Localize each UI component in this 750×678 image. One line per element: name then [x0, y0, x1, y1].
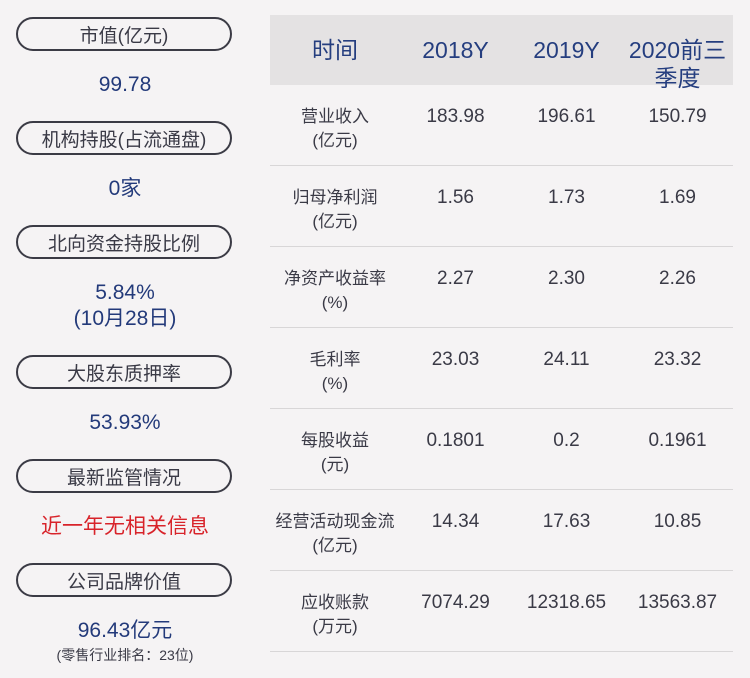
- table-header-row: 时间 2018Y 2019Y 2020前三季度: [270, 15, 733, 91]
- regulatory-status-value: 近一年无相关信息: [41, 515, 209, 538]
- brand-value-label: 公司品牌价值: [16, 563, 232, 597]
- row-label-main: 营业收入: [301, 107, 369, 126]
- row-label-unit: (元): [320, 455, 350, 474]
- header-2019y: 2019Y: [533, 37, 600, 63]
- row-label-main: 归母净利润: [292, 188, 378, 207]
- key-metrics-panel: 市值(亿元) 99.78 机构持股(占流通盘) 0家 北向资金持股比例 5.84…: [0, 0, 250, 678]
- cell-value: 23.32: [653, 349, 702, 370]
- institutional-holdings-label: 机构持股(占流通盘): [16, 121, 232, 155]
- row-label: 营业收入 (亿元): [270, 85, 400, 165]
- table-row: 经营活动现金流 (亿元) 14.34 17.63 10.85: [270, 490, 733, 571]
- table-row: 归母净利润 (亿元) 1.56 1.73 1.69: [270, 166, 733, 247]
- row-label-unit: (万元): [312, 617, 358, 636]
- major-shareholder-pledge-label: 大股东质押率: [16, 355, 232, 389]
- cell-value: 183.98: [426, 106, 485, 127]
- market-cap-value: 99.78: [98, 73, 152, 96]
- row-label: 经营活动现金流 (亿元): [270, 490, 400, 570]
- cell-value: 2.30: [548, 268, 585, 289]
- row-label: 应收账款 (万元): [270, 571, 400, 651]
- market-cap-label: 市值(亿元): [16, 17, 232, 51]
- cell-value: 0.1961: [648, 430, 707, 451]
- table-row: 净资产收益率 (%) 2.27 2.30 2.26: [270, 247, 733, 328]
- row-label-unit: (%): [321, 293, 349, 312]
- northbound-ratio-value: 5.84%: [95, 281, 155, 304]
- table-row: 营业收入 (亿元) 183.98 196.61 150.79: [270, 85, 733, 166]
- brand-value-value: 96.43亿元: [77, 619, 173, 642]
- cell-value: 2.27: [437, 268, 474, 289]
- regulatory-status-label: 最新监管情况: [16, 459, 232, 493]
- row-label-unit: (亿元): [312, 536, 358, 555]
- brand-value-rank-note: (零售行业排名：23位): [56, 647, 194, 663]
- cell-value: 0.1801: [426, 430, 485, 451]
- row-label-main: 经营活动现金流: [275, 512, 395, 531]
- cell-value: 150.79: [648, 106, 707, 127]
- cell-value: 1.69: [659, 187, 696, 208]
- header-2020-q3: 2020前三季度: [628, 37, 727, 91]
- cell-value: 17.63: [542, 511, 591, 532]
- cell-value: 2.26: [659, 268, 696, 289]
- row-label-unit: (%): [321, 374, 349, 393]
- cell-value: 23.03: [431, 349, 480, 370]
- northbound-ratio-label: 北向资金持股比例: [16, 225, 232, 259]
- cell-value: 10.85: [653, 511, 702, 532]
- cell-value: 12318.65: [526, 592, 607, 613]
- table-row: 应收账款 (万元) 7074.29 12318.65 13563.87: [270, 571, 733, 652]
- financial-table: 时间 2018Y 2019Y 2020前三季度 营业收入 (亿元) 183.98…: [270, 15, 733, 652]
- cell-value: 0.2: [553, 430, 580, 451]
- table-row: 每股收益 (元) 0.1801 0.2 0.1961: [270, 409, 733, 490]
- northbound-ratio-date: (10月28日): [73, 307, 177, 330]
- institutional-holdings-value: 0家: [108, 177, 142, 200]
- cell-value: 7074.29: [421, 592, 490, 613]
- cell-value: 1.56: [437, 187, 474, 208]
- cell-value: 196.61: [537, 106, 596, 127]
- row-label: 毛利率 (%): [270, 328, 400, 408]
- cell-value: 24.11: [543, 349, 590, 370]
- table-row: 毛利率 (%) 23.03 24.11 23.32: [270, 328, 733, 409]
- row-label-main: 应收账款: [301, 593, 369, 612]
- major-shareholder-pledge-value: 53.93%: [89, 411, 161, 434]
- row-label: 净资产收益率 (%): [270, 247, 400, 327]
- cell-value: 1.73: [548, 187, 585, 208]
- row-label: 每股收益 (元): [270, 409, 400, 489]
- row-label-main: 净资产收益率: [284, 269, 386, 288]
- row-label-unit: (亿元): [312, 131, 358, 150]
- header-period: 时间: [312, 37, 358, 63]
- cell-value: 14.34: [431, 511, 480, 532]
- header-2018y: 2018Y: [422, 37, 489, 63]
- cell-value: 13563.87: [637, 592, 718, 613]
- row-label: 归母净利润 (亿元): [270, 166, 400, 246]
- row-label-unit: (亿元): [312, 212, 358, 231]
- row-label-main: 毛利率: [309, 350, 361, 369]
- row-label-main: 每股收益: [301, 431, 369, 450]
